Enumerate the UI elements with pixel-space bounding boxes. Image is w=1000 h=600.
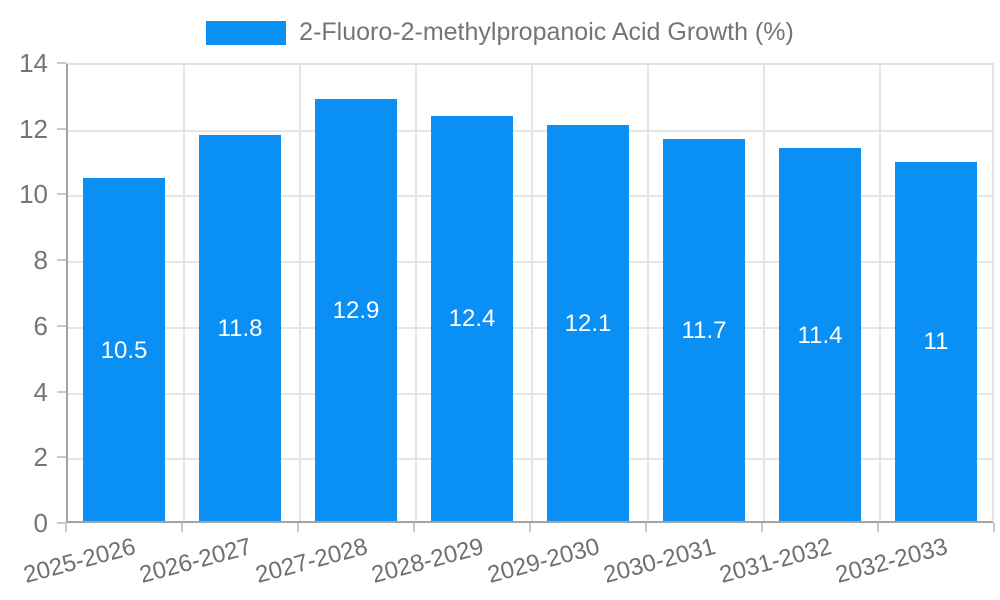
- bar[interactable]: [83, 178, 165, 521]
- v-gridline: [183, 65, 185, 521]
- y-tick-label: 4: [33, 376, 48, 407]
- y-tick-mark: [57, 259, 66, 262]
- v-gridline: [299, 65, 301, 521]
- x-tick-label: 2031-2032: [716, 533, 835, 589]
- y-tick-label: 0: [33, 508, 48, 538]
- x-tick-label: 2026-2027: [136, 533, 255, 589]
- v-gridline: [531, 65, 533, 521]
- bar[interactable]: [547, 125, 629, 521]
- x-tick-mark: [761, 523, 763, 532]
- bar-value-label: 11.8: [217, 315, 263, 343]
- bar[interactable]: [663, 138, 745, 521]
- y-tick-mark: [57, 456, 66, 459]
- x-tick-mark: [877, 523, 879, 532]
- h-gridline: [68, 261, 992, 264]
- legend-swatch[interactable]: [206, 20, 287, 45]
- legend-label[interactable]: 2-Fluoro-2-methylpropanoic Acid Growth (…: [299, 18, 794, 46]
- v-gridline: [879, 65, 881, 521]
- bar-value-label: 10.5: [100, 336, 148, 364]
- bar[interactable]: [199, 135, 281, 521]
- bar-value-label: 12.4: [448, 305, 496, 333]
- x-tick-mark: [297, 523, 299, 532]
- v-gridline: [415, 65, 417, 521]
- bar-value-label: 11: [923, 328, 949, 356]
- x-tick-label: 2030-2031: [600, 533, 719, 589]
- bar[interactable]: [895, 161, 977, 521]
- bar[interactable]: [315, 99, 397, 521]
- x-tick-label: 2029-2030: [484, 533, 603, 589]
- chart-legend: 2-Fluoro-2-methylpropanoic Acid Growth (…: [0, 18, 1000, 47]
- y-tick-mark: [57, 193, 66, 196]
- y-tick-mark: [57, 62, 66, 64]
- bar[interactable]: [431, 115, 513, 521]
- bar-value-label: 11.4: [797, 321, 843, 349]
- x-tick-mark: [993, 523, 995, 532]
- y-tick-mark: [57, 127, 66, 130]
- y-tick-label: 12: [19, 113, 48, 144]
- y-tick-label: 10: [19, 179, 48, 210]
- x-tick-mark: [181, 523, 183, 532]
- y-tick-label: 8: [33, 245, 48, 276]
- plot-area: [66, 63, 994, 523]
- h-gridline: [68, 458, 992, 461]
- bar-value-label: 12.1: [564, 310, 612, 338]
- h-gridline: [68, 326, 992, 329]
- y-tick-mark: [57, 390, 66, 393]
- y-tick-label: 14: [19, 48, 48, 78]
- bar[interactable]: [779, 148, 861, 521]
- x-tick-mark: [65, 523, 67, 532]
- y-tick-label: 6: [33, 310, 48, 341]
- x-tick-label: 2027-2028: [252, 533, 371, 589]
- x-tick-mark: [529, 523, 531, 532]
- bar-value-label: 11.7: [681, 316, 727, 344]
- x-tick-mark: [645, 523, 647, 532]
- h-gridline: [68, 129, 992, 132]
- x-tick-mark: [413, 523, 415, 532]
- y-tick-label: 2: [33, 442, 48, 473]
- y-tick-mark: [57, 324, 66, 327]
- v-gridline: [763, 65, 765, 521]
- bar-value-label: 12.9: [332, 297, 380, 325]
- v-gridline: [647, 65, 649, 521]
- h-gridline: [68, 195, 992, 198]
- x-tick-label: 2025-2026: [20, 533, 139, 589]
- x-tick-label: 2032-2033: [832, 533, 951, 589]
- x-tick-label: 2028-2029: [368, 533, 487, 589]
- y-tick-mark: [57, 522, 66, 524]
- h-gridline: [68, 392, 992, 395]
